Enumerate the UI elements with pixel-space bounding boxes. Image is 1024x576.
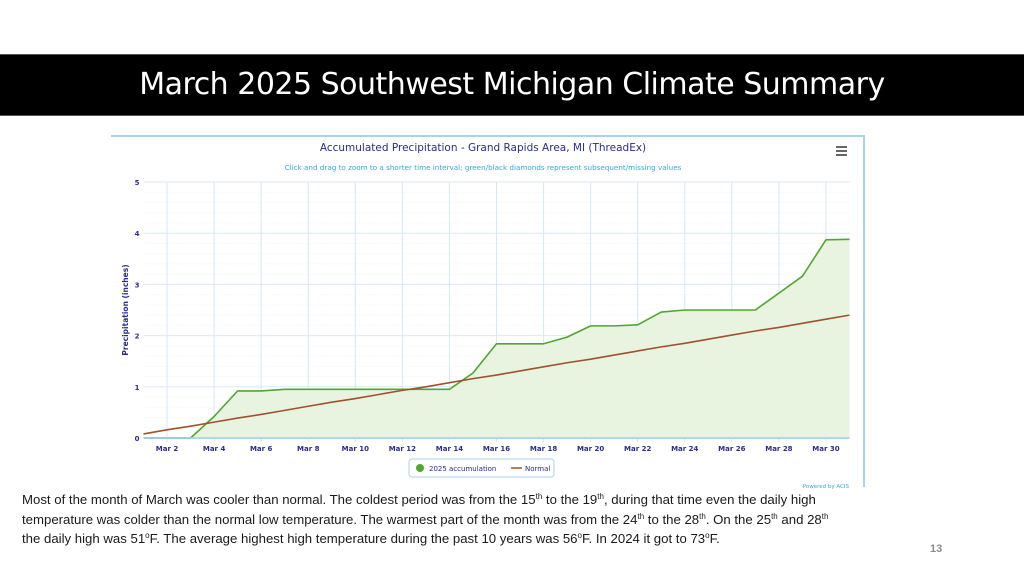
superscript: th	[637, 511, 645, 521]
slide-title-bar: March 2025 Southwest Michigan Climate Su…	[0, 54, 1024, 116]
x-tick-label: Mar 12	[389, 445, 416, 453]
summary-text-segment: F.	[709, 531, 720, 546]
x-tick-label: Mar 28	[765, 445, 792, 453]
summary-text-segment: and 28	[777, 511, 822, 527]
summary-line: temperature was colder than the normal l…	[22, 510, 922, 530]
superscript: th	[597, 492, 604, 501]
x-tick-label: Mar 24	[671, 445, 698, 453]
summary-line: the daily high was 51oF. The average hig…	[22, 529, 922, 549]
summary-text: Most of the month of March was cooler th…	[22, 490, 922, 549]
legend-item-2025-accumulation[interactable]: 2025 accumulation	[416, 464, 496, 473]
x-tick-label: Mar 16	[483, 445, 510, 453]
y-tick-label: 1	[135, 384, 140, 392]
x-axis-ticks: Mar 2 Mar 4 Mar 6 Mar 8 Mar 10 Mar 12 Mar 14 Ma…	[156, 445, 840, 453]
summary-line: Most of the month of March was cooler th…	[22, 490, 922, 510]
legend-marker-circle-icon	[416, 464, 424, 472]
summary-text-segment: , during that time even the daily high	[603, 492, 816, 507]
y-axis-label: Precipitation (inches)	[121, 264, 130, 355]
page-number: 13	[930, 543, 943, 555]
chart-legend: 2025 accumulation Normal	[408, 458, 555, 478]
legend-item-normal[interactable]: Normal	[511, 465, 550, 473]
superscript: th	[535, 492, 543, 501]
chart-title: Accumulated Precipitation - Grand Rapids…	[320, 142, 646, 154]
x-tick-label: Mar 4	[203, 445, 226, 453]
legend-label-normal: Normal	[525, 465, 550, 473]
summary-text-segment: . On the 25	[705, 511, 772, 527]
chart-frame[interactable]	[111, 135, 865, 487]
chart-subtitle: Click and drag to zoom to a shorter time…	[285, 163, 682, 172]
x-tick-label: Mar 20	[577, 445, 604, 453]
legend-label-accumulation: 2025 accumulation	[429, 465, 496, 473]
x-tick-label: Mar 30	[812, 445, 839, 453]
x-tick-label: Mar 26	[718, 445, 745, 453]
y-tick-label: 2	[135, 333, 140, 341]
superscript: o	[577, 531, 582, 540]
summary-text-segment: to the 19	[542, 492, 598, 507]
series-layer	[143, 238, 850, 439]
x-tick-label: Mar 6	[250, 445, 273, 453]
x-tick-label: Mar 22	[624, 445, 651, 453]
x-tick-label: Mar 2	[156, 445, 179, 453]
y-axis-ticks: 0 1 2 3 4 5	[135, 179, 140, 443]
summary-text-segment: Most of the month of March was cooler th…	[22, 492, 536, 507]
y-tick-label: 4	[135, 230, 140, 238]
x-tick-label: Mar 10	[342, 445, 369, 453]
x-tick-label: Mar 18	[530, 445, 557, 453]
y-tick-label: 5	[135, 179, 140, 187]
slide-title: March 2025 Southwest Michigan Climate Su…	[139, 67, 885, 102]
summary-text-segment: to the 28	[644, 511, 700, 527]
summary-text-segment: the daily high was 51	[22, 531, 146, 546]
y-tick-label: 3	[135, 281, 140, 289]
summary-text-segment: F. The average highest high temperature …	[149, 531, 578, 546]
superscript: th	[821, 511, 829, 521]
superscript: th	[699, 511, 706, 521]
accumulation-area	[143, 239, 850, 438]
y-tick-label: 0	[135, 435, 140, 443]
x-tick-label: Mar 8	[297, 445, 320, 453]
superscript: th	[771, 511, 778, 521]
chart-credit-link[interactable]: Powered by ACIS	[803, 484, 850, 490]
x-tick-label: Mar 14	[436, 445, 463, 453]
summary-text-segment: temperature was colder than the normal l…	[22, 511, 638, 527]
superscript: o	[705, 531, 710, 540]
summary-text-segment: F. In 2024 it got to 73	[581, 531, 706, 546]
superscript: o	[145, 531, 150, 540]
hamburger-menu-icon[interactable]	[836, 146, 847, 156]
